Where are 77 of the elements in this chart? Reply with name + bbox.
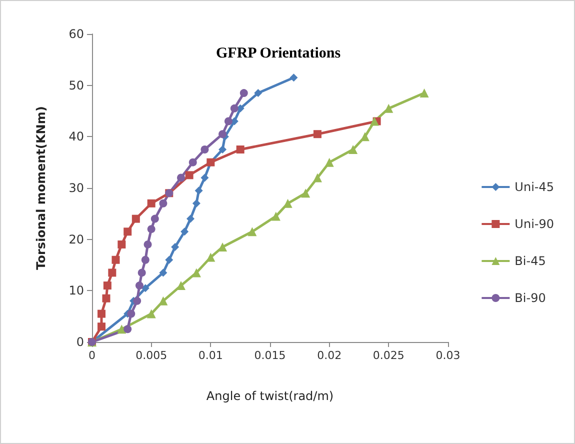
y-tick-label: 10: [68, 284, 84, 298]
point: [370, 116, 379, 126]
point: [188, 158, 197, 166]
point: [159, 199, 168, 208]
legend-label: Bi-45: [514, 254, 546, 268]
x-tick-label: 0.01: [198, 349, 223, 362]
x-tick-label: 0.02: [317, 349, 342, 362]
point: [218, 130, 227, 138]
point: [102, 294, 110, 302]
point: [118, 240, 126, 248]
point: [144, 240, 152, 248]
point: [135, 282, 144, 290]
x-tick-label: 0.03: [436, 349, 460, 362]
x-tick-label: 0.025: [372, 349, 404, 362]
point: [248, 227, 257, 236]
point: [141, 256, 150, 264]
point: [180, 228, 189, 236]
point: [420, 88, 429, 98]
point: [192, 199, 200, 208]
point: [224, 117, 232, 126]
point: [194, 186, 203, 195]
point: [271, 212, 280, 221]
y-tick-label: 60: [68, 27, 84, 41]
point: [124, 325, 132, 334]
point: [146, 309, 156, 318]
point: [186, 214, 194, 223]
y-tick-label: 0: [76, 335, 84, 349]
y-axis-title: Torsional moment(KNm): [34, 106, 48, 270]
legend-label: Bi-90: [514, 291, 546, 305]
point: [200, 174, 209, 182]
point: [147, 199, 156, 208]
point: [165, 256, 174, 264]
point: [348, 145, 358, 154]
point: [171, 243, 180, 252]
point: [127, 310, 136, 318]
point: [218, 146, 227, 154]
point: [206, 252, 216, 262]
text: GFRP Orientations: [216, 46, 341, 62]
point: [97, 310, 106, 318]
x-axis-title: Angle of twist(rad/m): [206, 389, 334, 403]
x-tick-label: 0: [88, 349, 96, 362]
legend-label: Uni-90: [514, 217, 554, 231]
point: [192, 268, 201, 278]
point: [240, 89, 248, 98]
point: [290, 74, 298, 82]
y-tick-label: 40: [68, 130, 84, 144]
point: [133, 296, 142, 305]
point: [138, 268, 146, 277]
point: [141, 284, 150, 292]
point: [254, 89, 262, 98]
point: [150, 214, 159, 223]
y-tick-label: 20: [68, 232, 84, 246]
point: [177, 174, 185, 182]
y-tick-label: 30: [68, 181, 84, 195]
x-tick-label: 0.005: [136, 349, 168, 362]
point: [313, 130, 322, 138]
point: [218, 242, 228, 252]
point: [124, 228, 132, 236]
legend-label: Uni-45: [514, 180, 554, 194]
point: [230, 104, 238, 112]
y-tick-label: 50: [68, 78, 84, 92]
point: [324, 158, 334, 167]
point: [236, 146, 244, 154]
point: [147, 225, 156, 234]
point: [97, 322, 106, 331]
point: [312, 173, 322, 182]
point: [176, 281, 186, 290]
x-tick-label: 0.015: [254, 349, 286, 362]
point: [158, 296, 168, 306]
point: [200, 146, 209, 154]
point: [108, 268, 116, 277]
point: [159, 268, 168, 277]
point: [103, 282, 112, 290]
point: [112, 256, 120, 264]
point: [132, 214, 140, 223]
point: [301, 188, 310, 198]
point: [185, 171, 194, 180]
